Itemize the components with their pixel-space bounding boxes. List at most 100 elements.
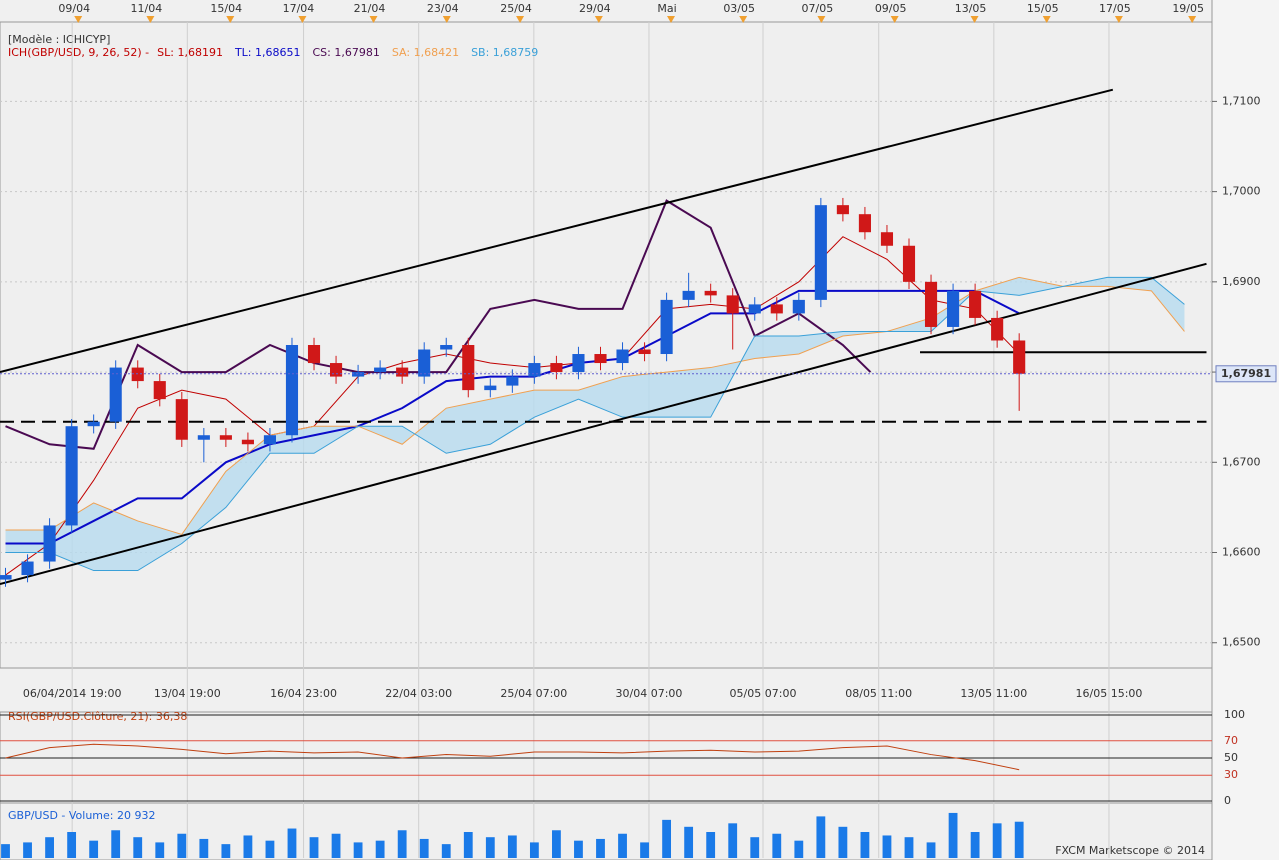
y-tick-label: 30 xyxy=(1224,768,1238,781)
volume-bar xyxy=(375,840,385,858)
candle-body xyxy=(704,290,717,296)
candle-body xyxy=(352,372,365,377)
candle-body xyxy=(594,354,607,364)
top-tick-marker xyxy=(817,16,826,23)
candle-body xyxy=(770,304,783,314)
volume-bar xyxy=(177,833,187,858)
price-panel xyxy=(0,21,1213,669)
volume-bar xyxy=(684,826,694,858)
candle-body xyxy=(880,232,894,246)
candle-body xyxy=(814,205,827,300)
top-tick-label: 07/05 xyxy=(802,2,834,15)
volume-bar xyxy=(838,826,848,858)
volume-bar xyxy=(485,837,495,858)
x-tick-label: 22/04 03:00 xyxy=(385,687,452,700)
volume-bar xyxy=(1014,821,1024,858)
top-tick-label: Mai xyxy=(657,2,676,15)
top-tick-label: 23/04 xyxy=(427,2,459,15)
candle-body xyxy=(374,367,387,373)
panel-title: RSI(GBP/USD.Clôture, 21): 36,38 xyxy=(8,710,187,723)
top-tick-marker xyxy=(739,16,748,23)
candle-body xyxy=(131,367,144,382)
rsi-line xyxy=(5,743,1020,771)
volume-bar xyxy=(199,838,209,858)
top-tick-marker xyxy=(890,16,899,23)
candle-body xyxy=(572,354,585,373)
top-tick-marker xyxy=(298,16,307,23)
x-tick-label: 06/04/2014 19:00 xyxy=(23,687,122,700)
volume-bar xyxy=(574,840,583,858)
candle-body xyxy=(285,345,299,436)
volume-bar xyxy=(816,816,826,858)
top-tick-marker xyxy=(146,16,155,23)
candle-body xyxy=(528,363,541,377)
top-tick-label: 11/04 xyxy=(131,2,163,15)
top-tick-label: 15/04 xyxy=(210,2,242,15)
candle-body xyxy=(969,290,982,318)
candle-body xyxy=(792,299,805,314)
top-tick-marker xyxy=(226,16,235,23)
candle-body xyxy=(87,421,100,427)
y-tick-label: 0 xyxy=(1224,794,1231,807)
candle-body xyxy=(660,299,673,355)
volume-bar xyxy=(596,838,605,858)
candle-body xyxy=(418,349,431,377)
candle-body xyxy=(307,345,321,364)
volume-bar xyxy=(309,837,319,858)
y-tick-label: 50 xyxy=(1224,751,1238,764)
x-tick-label: 05/05 07:00 xyxy=(730,687,797,700)
volume-bar xyxy=(772,833,782,858)
candle-body xyxy=(175,399,188,440)
volume-bar xyxy=(750,837,760,858)
candle-body xyxy=(153,381,166,400)
candle-body xyxy=(21,561,34,576)
volume-bar xyxy=(926,842,936,858)
footer: FXCM Marketscope © 2014 xyxy=(1055,844,1205,857)
top-tick-marker xyxy=(970,16,979,23)
candle-body xyxy=(924,281,938,327)
volume-bar xyxy=(904,837,914,858)
candle-body xyxy=(638,349,651,355)
candle-body xyxy=(396,367,409,377)
y-tick-label: 1,6500 xyxy=(1222,636,1261,649)
volume-bar xyxy=(419,838,429,858)
volume-bar xyxy=(67,832,77,858)
volume-bar xyxy=(155,842,165,858)
x-tick-label: 13/04 19:00 xyxy=(154,687,221,700)
legend-entry: CS: 1,67981 xyxy=(313,46,380,59)
candle-body xyxy=(0,575,12,580)
cloud xyxy=(5,277,1185,571)
legend-entry: SL: 1,68191 xyxy=(157,46,223,59)
volume-bar xyxy=(265,840,275,858)
volume-bar xyxy=(640,842,649,858)
volume-bar xyxy=(221,844,231,858)
volume-bar xyxy=(728,823,738,858)
volume-bar xyxy=(463,832,473,858)
volume-bar xyxy=(23,842,32,858)
volume-bar xyxy=(243,835,253,858)
indicator-line xyxy=(5,236,1020,576)
candle-body xyxy=(991,317,1004,341)
candle-body xyxy=(462,345,475,391)
top-tick-label: 03/05 xyxy=(723,2,755,15)
volume-bar xyxy=(860,832,870,858)
candle-body xyxy=(440,345,453,350)
legend-entry: TL: 1,68651 xyxy=(234,46,301,59)
x-tick-label: 08/05 11:00 xyxy=(845,687,912,700)
volume-bar xyxy=(662,819,672,858)
top-tick-label: 19/05 xyxy=(1172,2,1204,15)
candle-body xyxy=(682,290,695,300)
volume-bar xyxy=(992,823,1002,858)
candle-body xyxy=(1013,340,1026,374)
top-tick-marker xyxy=(516,16,525,23)
volume-bar xyxy=(529,842,539,858)
y-tick-label: 1,6700 xyxy=(1222,455,1261,468)
volume-bar xyxy=(111,830,121,858)
volume-bar xyxy=(45,837,54,858)
candle-body xyxy=(836,205,849,215)
y-tick-label: 1,6900 xyxy=(1222,275,1261,288)
x-tick-label: 30/04 07:00 xyxy=(616,687,683,700)
volume-bar xyxy=(948,812,958,858)
volume-bar xyxy=(397,830,407,858)
candle-body xyxy=(263,435,277,445)
